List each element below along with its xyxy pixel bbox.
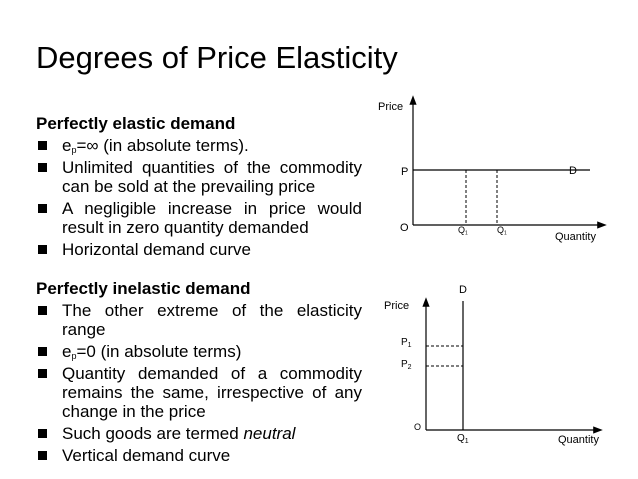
list-item: Vertical demand curve	[36, 446, 362, 465]
list-item-text: Quantity demanded of a commodity remains…	[62, 364, 362, 421]
list-item-text: Vertical demand curve	[62, 446, 231, 465]
list-item: Horizontal demand curve	[36, 240, 362, 259]
list-item-text: The other extreme of the elasticity rang…	[62, 301, 362, 339]
curve-label: D	[569, 165, 577, 177]
slide-title: Degrees of Price Elasticity	[36, 40, 398, 75]
p-label: P1	[401, 337, 412, 349]
neutral-term: neutral	[243, 424, 296, 443]
elasticity-subscript: p	[71, 145, 77, 155]
list-item: Such goods are termed neutral	[36, 424, 362, 443]
list-item: ep=0 (in absolute terms)	[36, 342, 362, 361]
x-axis-label: Quantity	[555, 231, 596, 243]
list-item-text: =0 (in absolute terms)	[76, 342, 242, 361]
inelastic-demand-diagram: D Price P1 P2 O Q1 Quantity	[384, 284, 603, 446]
list-item-text: Such goods are termed	[62, 424, 244, 443]
y-axis-label: Price	[378, 101, 403, 113]
curve-label: D	[459, 284, 467, 296]
demand-diagrams: Price P D O Q1 Q1 Quantity D Price P1 P2…	[378, 95, 607, 446]
elastic-heading: Perfectly elastic demand	[36, 114, 236, 133]
p-label: P2	[401, 359, 412, 371]
origin-label: O	[400, 222, 409, 234]
list-item-text: Horizontal demand curve	[62, 240, 251, 259]
q-label: Q1	[458, 225, 468, 237]
list-item: Quantity demanded of a commodity remains…	[36, 364, 362, 421]
elasticity-symbol: e	[62, 342, 72, 361]
x-axis-label: Quantity	[558, 434, 599, 446]
list-item-text: Unlimited quantities of the commodity ca…	[62, 158, 362, 196]
inelastic-section: Perfectly inelastic demand The other ext…	[36, 279, 362, 468]
price-label: P	[401, 166, 408, 178]
elasticity-symbol: e	[62, 136, 72, 155]
elastic-bullet-list: ep=∞ (in absolute terms). Unlimited quan…	[36, 136, 362, 259]
list-item: ep=∞ (in absolute terms).	[36, 136, 362, 155]
list-item: Unlimited quantities of the commodity ca…	[36, 158, 362, 196]
elastic-section: Perfectly elastic demand ep=∞ (in absolu…	[36, 114, 362, 262]
list-item: A negligible increase in price would res…	[36, 199, 362, 237]
list-item: The other extreme of the elasticity rang…	[36, 301, 362, 339]
origin-label: O	[414, 422, 421, 432]
list-item-text: A negligible increase in price would res…	[62, 199, 362, 237]
elasticity-subscript: p	[71, 351, 77, 361]
inelastic-bullet-list: The other extreme of the elasticity rang…	[36, 301, 362, 465]
list-item-text: =∞ (in absolute terms).	[76, 136, 249, 155]
inelastic-heading: Perfectly inelastic demand	[36, 279, 251, 298]
y-axis-label: Price	[384, 300, 409, 312]
q-label: Q1	[457, 433, 469, 445]
elastic-demand-diagram: Price P D O Q1 Q1 Quantity	[378, 95, 607, 243]
q-label: Q1	[497, 225, 507, 237]
